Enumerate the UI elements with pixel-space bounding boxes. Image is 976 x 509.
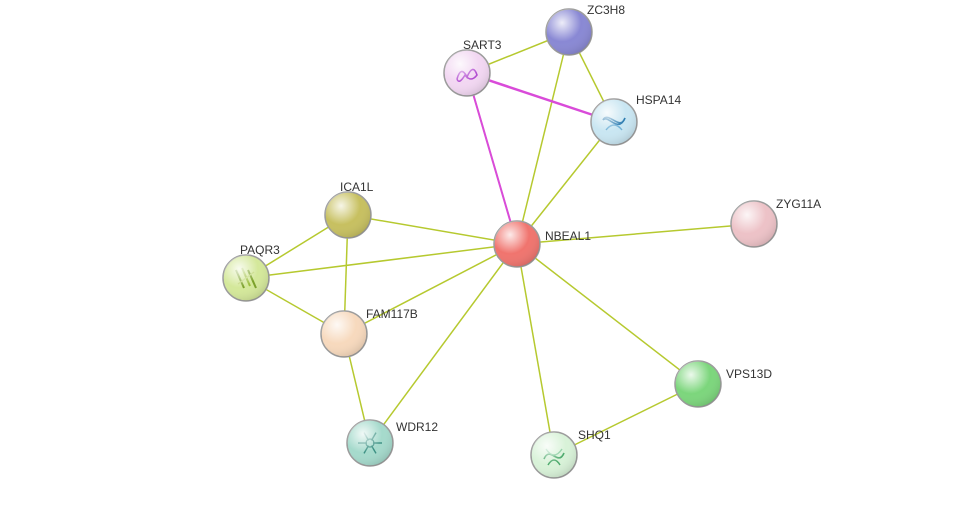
edge [554, 384, 698, 455]
node-hspa14[interactable] [591, 99, 637, 145]
edge [370, 244, 517, 443]
node-label: ICA1L [340, 180, 374, 194]
node-label: VPS13D [726, 367, 772, 381]
node-zc3h8[interactable] [546, 9, 592, 55]
edge [517, 244, 554, 455]
node-label: PAQR3 [240, 243, 280, 257]
edges-extra-layer [467, 73, 614, 244]
node-label: WDR12 [396, 420, 438, 434]
node-shq1[interactable] [531, 432, 577, 478]
edge [467, 73, 517, 244]
node-ica1l[interactable] [325, 192, 371, 238]
node-label: NBEAL1 [545, 229, 591, 243]
protein-network-graph: NBEAL1 ZC3H8 SART3 HSPA14 ZYG11A VPS13D SHQ1 WD… [0, 0, 976, 509]
node-sart3[interactable] [444, 50, 490, 96]
node-nbeal1[interactable] [494, 221, 540, 267]
edge [348, 215, 517, 244]
node-fam117b[interactable] [321, 311, 367, 357]
edge [517, 244, 698, 384]
node-label: SHQ1 [578, 428, 611, 442]
nodes-layer [223, 9, 777, 478]
node-label: ZC3H8 [587, 3, 625, 17]
node-label: FAM117B [366, 307, 418, 321]
node-label: HSPA14 [636, 93, 681, 107]
node-label: SART3 [463, 38, 502, 52]
node-vps13d[interactable] [675, 361, 721, 407]
node-paqr3[interactable] [223, 255, 269, 301]
node-label: ZYG11A [776, 197, 821, 211]
node-zyg11a[interactable] [731, 201, 777, 247]
edge [246, 244, 517, 278]
node-wdr12[interactable] [347, 420, 393, 466]
